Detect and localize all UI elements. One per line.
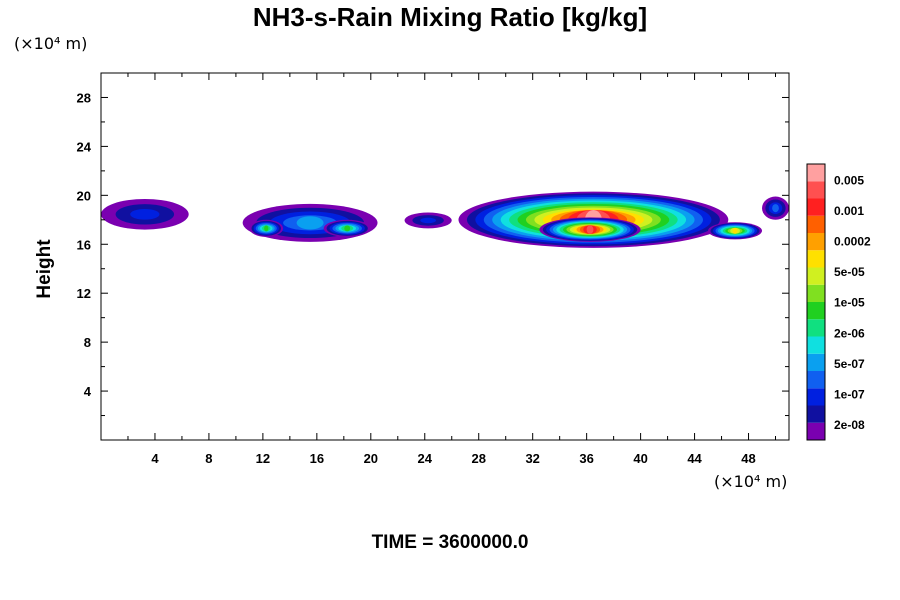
time-label: TIME = 3600000.0 <box>371 532 529 553</box>
colorbar-label: 0.005 <box>834 173 864 187</box>
colorbar-frame <box>806 163 826 441</box>
x-tick-label: 32 <box>525 451 539 466</box>
x-tick-label: 40 <box>633 451 647 466</box>
colorbar-label: 2e-08 <box>834 418 865 432</box>
colorbar-swatch <box>807 302 825 320</box>
colorbar-label: 5e-07 <box>834 357 865 371</box>
chart-title: NH3-s-Rain Mixing Ratio [kg/kg] <box>252 2 648 32</box>
x-tick-label: 48 <box>741 451 755 466</box>
colorbar-swatch <box>807 353 825 371</box>
colorbar-label: 2e-06 <box>834 326 865 340</box>
y-tick-label: 20 <box>77 188 91 203</box>
x-tick-label: 20 <box>364 451 378 466</box>
x-tick-label: 4 <box>151 451 159 466</box>
colorbar-swatch <box>807 250 825 268</box>
colorbar-swatch <box>807 336 825 354</box>
colorbar-swatch <box>807 215 825 233</box>
contour-region-0-level-2 <box>130 208 160 220</box>
colorbar-swatch <box>807 267 825 285</box>
plot-area <box>101 191 789 248</box>
y-tick-label: 24 <box>77 139 92 154</box>
colorbar-swatch <box>807 371 825 389</box>
x-tick-label: 24 <box>418 451 433 466</box>
colorbar-swatch <box>807 164 825 182</box>
colorbar-label: 1e-07 <box>834 388 865 402</box>
x-tick-label: 44 <box>687 451 702 466</box>
colorbar-label: 0.0002 <box>834 235 871 249</box>
x-tick-label: 8 <box>205 451 212 466</box>
y-tick-label: 16 <box>77 237 91 252</box>
x-tick-label: 16 <box>310 451 324 466</box>
contour-region-7-level-10 <box>732 227 738 234</box>
plot-frame <box>100 72 790 441</box>
colorbar-swatch <box>807 319 825 337</box>
colorbar-swatch <box>807 422 825 440</box>
y-axis-unit: (×10⁴ m) <box>14 34 88 53</box>
colorbar-swatch <box>807 405 825 423</box>
x-tick-label: 28 <box>471 451 485 466</box>
colorbar-label: 1e-05 <box>834 296 865 310</box>
colorbar: 0.005 0.001 0.0002 5e-05 1e-05 2e-06 5e-07 1e-0… <box>806 163 871 441</box>
colorbar-label: 0.001 <box>834 204 864 218</box>
y-tick-label: 4 <box>84 384 92 399</box>
colorbar-swatch <box>807 388 825 406</box>
y-tick-label: 12 <box>77 286 91 301</box>
colorbar-swatch <box>807 233 825 251</box>
contour-region-6-level-14 <box>586 225 594 234</box>
y-tick-label: 28 <box>77 90 91 105</box>
x-tick-label: 36 <box>579 451 593 466</box>
contour-region-3-level-7 <box>344 225 351 232</box>
colorbar-swatch <box>807 198 825 216</box>
x-tick-label: 12 <box>256 451 270 466</box>
y-tick-label: 8 <box>84 335 91 350</box>
contour-region-1-level-4 <box>296 216 324 230</box>
x-axis-unit: (×10⁴ m) <box>714 472 788 491</box>
colorbar-swatch <box>807 284 825 302</box>
contour-region-2-level-7 <box>264 225 269 232</box>
contour-region-4-level-2 <box>420 217 437 224</box>
colorbar-label: 5e-05 <box>834 265 865 279</box>
contour-region-8-level-3 <box>772 204 779 213</box>
colorbar-swatch <box>807 181 825 199</box>
